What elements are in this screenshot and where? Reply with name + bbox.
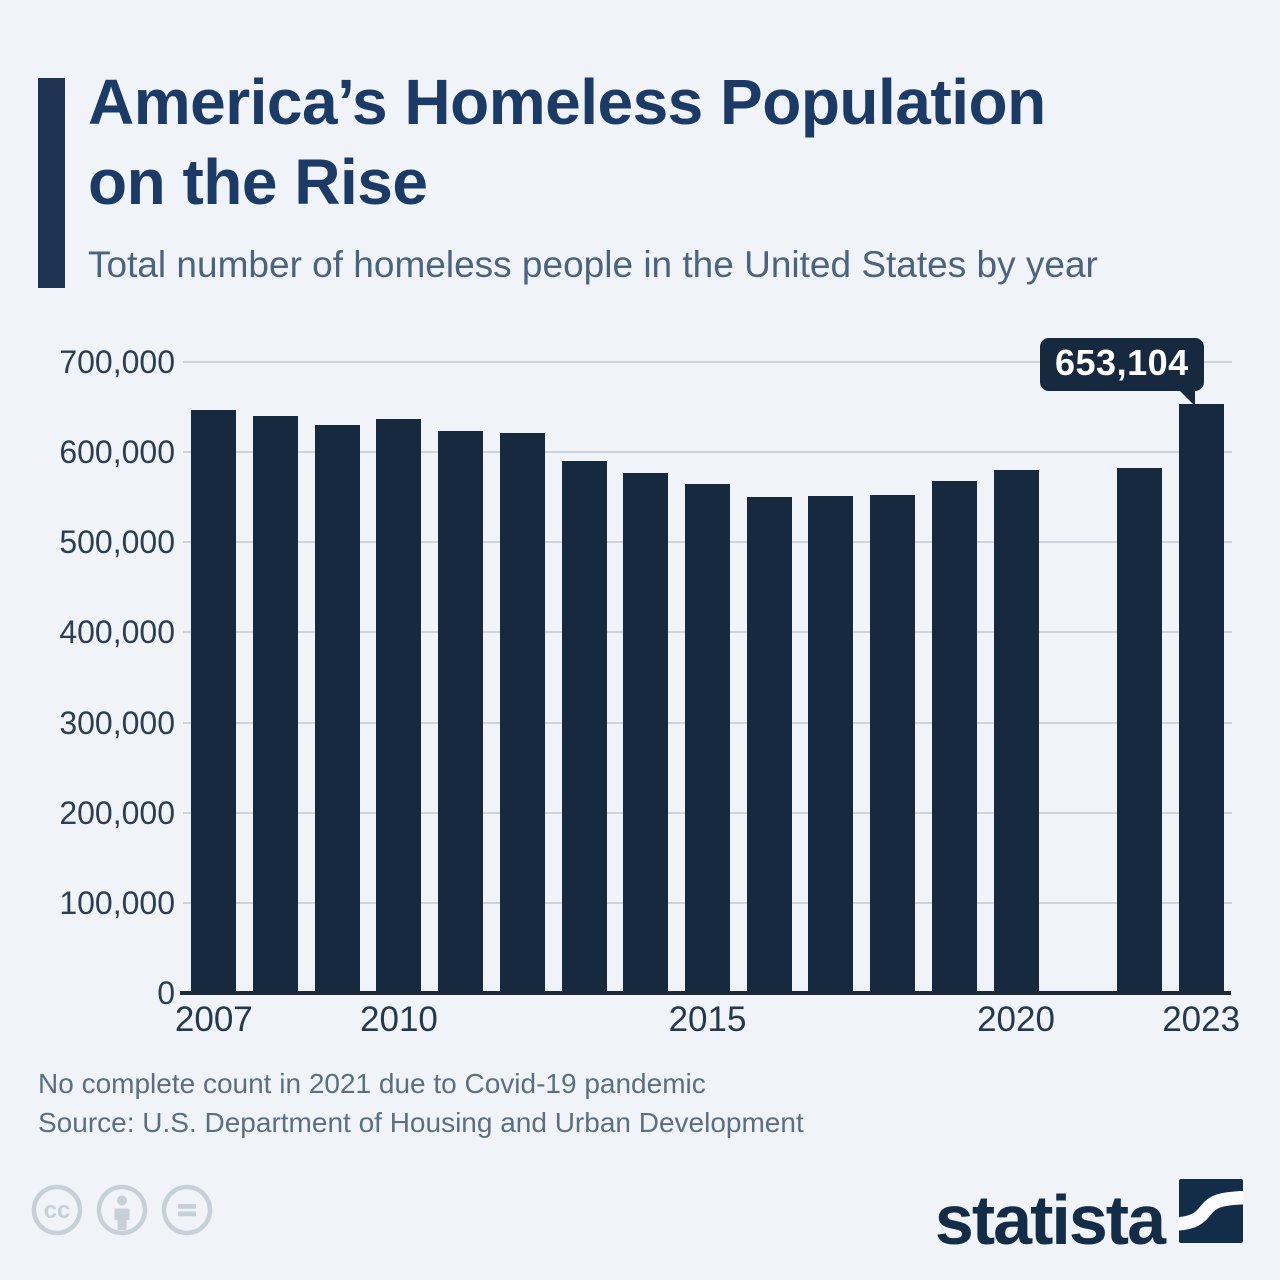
svg-text:cc: cc bbox=[44, 1197, 71, 1224]
bar-2010 bbox=[376, 418, 422, 993]
bar-2008 bbox=[253, 416, 299, 993]
page-title-line-2: on the Rise bbox=[88, 146, 428, 218]
page-title: America’s Homeless Population on the Rise bbox=[88, 62, 1046, 222]
y-tick-label-500,000: 500,000 bbox=[59, 524, 175, 561]
bar-2020 bbox=[993, 469, 1039, 993]
attribution-icon bbox=[96, 1184, 148, 1236]
bar-2022 bbox=[1116, 467, 1162, 993]
x-tick-label-2007: 2007 bbox=[174, 1000, 253, 1039]
bar-2014 bbox=[623, 473, 669, 993]
footnote: No complete count in 2021 due to Covid-1… bbox=[38, 1068, 706, 1099]
no-derivatives-icon bbox=[161, 1184, 213, 1236]
bar-2016 bbox=[746, 497, 792, 993]
title-accent-bar bbox=[38, 78, 65, 288]
y-tick-label-400,000: 400,000 bbox=[59, 614, 175, 651]
bar-2013 bbox=[561, 460, 607, 993]
bar-2015 bbox=[685, 483, 730, 993]
statista-logo: statista bbox=[935, 1179, 1243, 1255]
plot-area bbox=[183, 361, 1232, 993]
data-callout: 653,104 bbox=[1040, 338, 1204, 406]
bar-2023 bbox=[1178, 404, 1224, 993]
y-tick-label-100,000: 100,000 bbox=[59, 884, 175, 921]
x-tick-label-2020: 2020 bbox=[977, 1000, 1055, 1039]
cc-license-icon: cc bbox=[31, 1184, 83, 1236]
license-icons: cc bbox=[31, 1184, 213, 1236]
source-line: Source: U.S. Department of Housing and U… bbox=[38, 1107, 804, 1138]
page-title-line-1: America’s Homeless Population bbox=[88, 66, 1046, 138]
x-axis-line bbox=[180, 991, 1231, 995]
callout-tail bbox=[1178, 390, 1195, 406]
x-tick-label-2023: 2023 bbox=[1162, 1000, 1241, 1039]
y-tick-label-200,000: 200,000 bbox=[59, 794, 175, 831]
bar-2011 bbox=[438, 430, 484, 993]
y-tick-label-700,000: 700,000 bbox=[59, 344, 175, 380]
y-tick-label-600,000: 600,000 bbox=[59, 434, 175, 471]
statista-logo-mark bbox=[1179, 1179, 1243, 1243]
callout-value: 653,104 bbox=[1055, 342, 1189, 383]
x-tick-label-2015: 2015 bbox=[668, 1000, 747, 1039]
bar-2012 bbox=[499, 432, 545, 993]
bar-2017 bbox=[808, 496, 854, 993]
bar-2018 bbox=[870, 494, 916, 993]
x-tick-label-2010: 2010 bbox=[360, 1000, 438, 1039]
chart-subtitle: Total number of homeless people in the U… bbox=[88, 244, 1098, 285]
bar-2019 bbox=[931, 481, 977, 993]
statista-wordmark: statista bbox=[934, 1181, 1166, 1259]
y-tick-label-300,000: 300,000 bbox=[59, 704, 175, 741]
gridline-600,000 bbox=[183, 451, 1232, 454]
y-tick-label-0: 0 bbox=[157, 975, 175, 1011]
bar-2007 bbox=[191, 409, 237, 993]
gridline-700,000 bbox=[183, 361, 1232, 363]
bar-2009 bbox=[314, 424, 360, 993]
